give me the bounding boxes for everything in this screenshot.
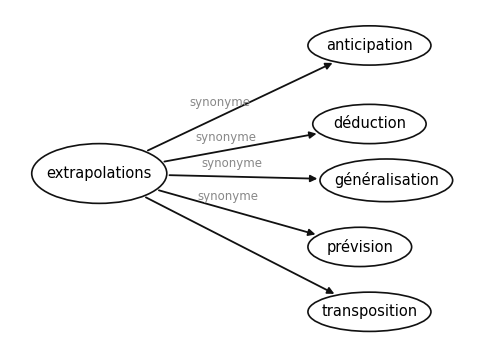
Text: déduction: déduction [333, 117, 406, 132]
Text: synonyme: synonyme [201, 158, 262, 170]
Text: généralisation: généralisation [334, 172, 439, 188]
Text: extrapolations: extrapolations [46, 166, 152, 181]
Text: transposition: transposition [322, 304, 418, 319]
Text: synonyme: synonyme [197, 190, 258, 203]
Text: synonyme: synonyme [195, 131, 256, 144]
Text: synonyme: synonyme [190, 96, 251, 109]
Text: prévision: prévision [326, 239, 393, 255]
Ellipse shape [308, 227, 412, 266]
Ellipse shape [313, 104, 426, 144]
Ellipse shape [308, 26, 431, 65]
Text: anticipation: anticipation [326, 38, 413, 53]
Ellipse shape [320, 159, 453, 202]
Ellipse shape [308, 292, 431, 331]
Ellipse shape [32, 144, 167, 203]
